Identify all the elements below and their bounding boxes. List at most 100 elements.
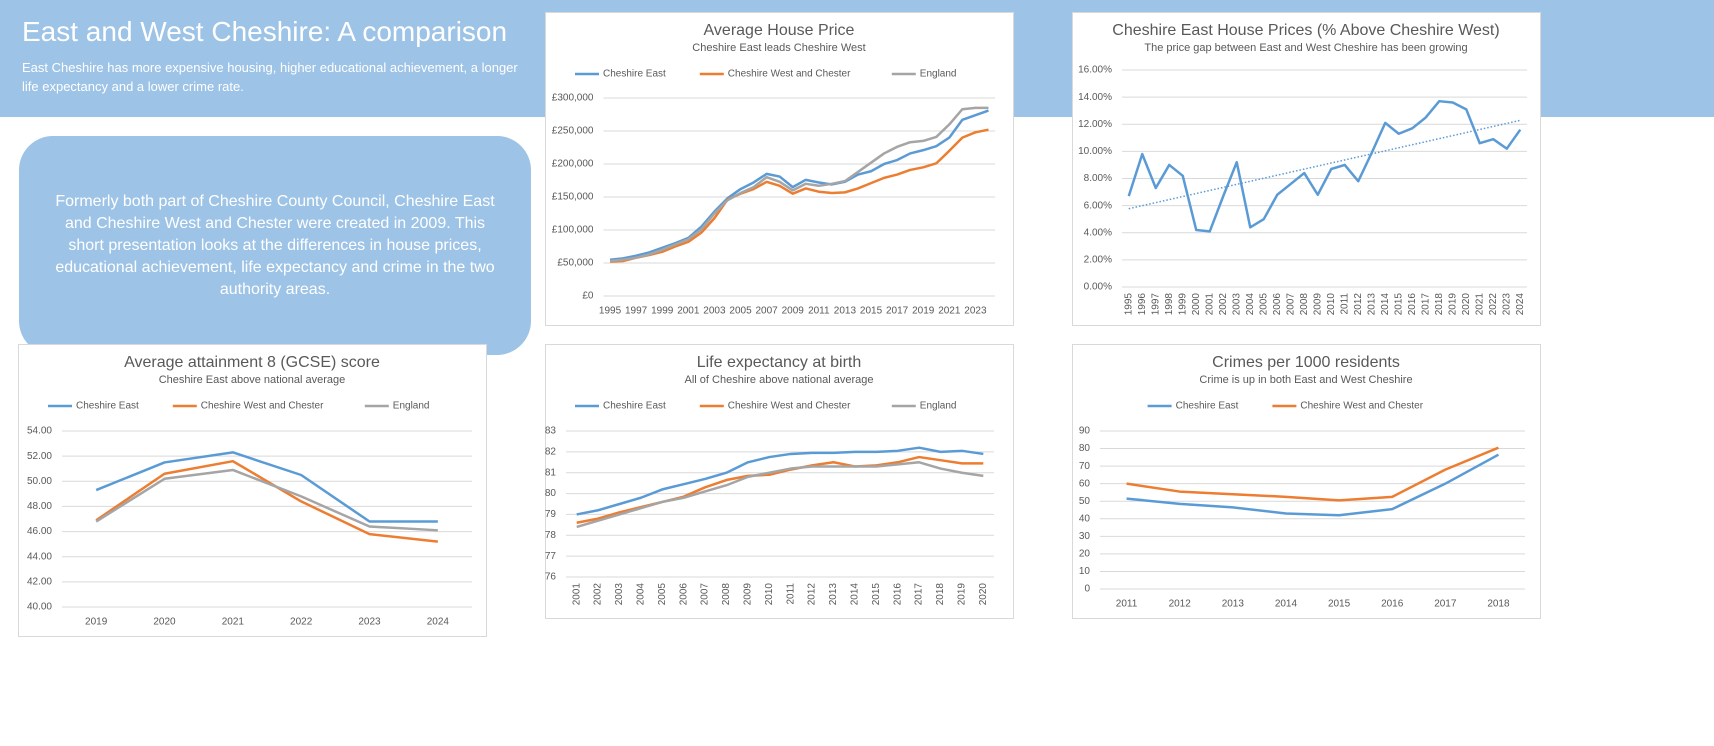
y-tick-label: 30 xyxy=(1079,531,1091,542)
x-tick-label: 1995 xyxy=(1123,293,1134,316)
x-tick-label: 2004 xyxy=(1245,293,1256,316)
x-tick-label: 1998 xyxy=(1164,293,1175,316)
x-tick-label: 1996 xyxy=(1137,293,1148,316)
y-tick-label: 10 xyxy=(1079,566,1091,577)
x-tick-label: 2010 xyxy=(764,583,775,606)
x-tick-label: 2015 xyxy=(1328,599,1351,610)
x-tick-label: 2018 xyxy=(1487,599,1510,610)
page-subtitle: East Cheshire has more expensive housing… xyxy=(22,60,518,94)
chart-subtitle: Cheshire East above national average xyxy=(159,374,346,386)
x-tick-label: 2010 xyxy=(1326,293,1337,316)
y-tick-label: 80 xyxy=(545,488,557,499)
y-tick-label: 60 xyxy=(1079,478,1091,489)
y-tick-label: 4.00% xyxy=(1084,227,1112,238)
data-line xyxy=(576,461,984,529)
y-tick-label: £100,000 xyxy=(552,225,594,236)
y-tick-label: 20 xyxy=(1079,549,1091,560)
y-tick-label: 82 xyxy=(545,446,557,457)
data-line xyxy=(609,128,989,263)
x-tick-label: 2019 xyxy=(912,306,935,317)
y-tick-label: £300,000 xyxy=(552,93,594,104)
x-tick-label: 2021 xyxy=(222,617,245,628)
chart-box xyxy=(18,344,487,637)
chart-subtitle: The price gap between East and West Ches… xyxy=(1144,42,1467,54)
x-tick-label: 2020 xyxy=(978,583,989,606)
y-tick-label: 40 xyxy=(1079,513,1091,524)
y-tick-label: 40.00 xyxy=(27,602,52,613)
x-tick-label: 2017 xyxy=(886,306,909,317)
legend-label: Cheshire West and Chester xyxy=(728,401,851,412)
x-tick-label: 2001 xyxy=(571,583,582,606)
y-tick-label: £0 xyxy=(582,291,594,302)
x-tick-label: 2013 xyxy=(1366,293,1377,316)
x-tick-label: 2005 xyxy=(729,306,752,317)
x-tick-label: 1999 xyxy=(1177,293,1188,316)
chart-title: Crimes per 1000 residents xyxy=(1212,354,1400,371)
chart-title: Life expectancy at birth xyxy=(697,354,862,371)
x-tick-label: 2023 xyxy=(1501,293,1512,316)
data-line xyxy=(95,468,438,532)
x-tick-label: 2013 xyxy=(1222,599,1245,610)
x-tick-label: 2018 xyxy=(935,583,946,606)
x-tick-label: 2012 xyxy=(1169,599,1192,610)
legend-label: England xyxy=(393,401,430,412)
x-tick-label: 2011 xyxy=(1339,293,1350,315)
y-tick-label: 70 xyxy=(1079,461,1091,472)
y-tick-label: 44.00 xyxy=(27,551,52,562)
x-tick-label: 2019 xyxy=(1447,293,1458,316)
x-tick-label: 2008 xyxy=(721,583,732,606)
x-tick-label: 2004 xyxy=(636,583,647,606)
legend-label: Cheshire East xyxy=(603,401,666,412)
x-tick-label: 2020 xyxy=(1461,293,1472,316)
x-tick-label: 2015 xyxy=(1393,293,1404,316)
x-tick-label: 2017 xyxy=(1420,293,1431,316)
data-line xyxy=(609,106,989,263)
data-line xyxy=(576,446,984,516)
x-tick-label: 2016 xyxy=(1381,599,1404,610)
x-tick-label: 2023 xyxy=(964,306,987,317)
x-tick-label: 2019 xyxy=(85,617,108,628)
x-tick-label: 2012 xyxy=(807,583,818,606)
x-tick-label: 1995 xyxy=(599,306,622,317)
x-tick-label: 2005 xyxy=(657,583,668,606)
x-tick-label: 1997 xyxy=(625,306,648,317)
x-tick-label: 2021 xyxy=(1474,293,1485,316)
x-tick-label: 2013 xyxy=(834,306,857,317)
x-tick-label: 2020 xyxy=(153,617,176,628)
data-line xyxy=(1126,453,1500,517)
x-tick-label: 2003 xyxy=(1231,293,1242,316)
x-tick-label: 2017 xyxy=(914,583,925,606)
x-tick-label: 2015 xyxy=(871,583,882,606)
y-tick-label: 46.00 xyxy=(27,526,52,537)
x-tick-label: 2007 xyxy=(700,583,711,606)
y-tick-label: 8.00% xyxy=(1084,173,1112,184)
x-tick-label: 2005 xyxy=(1258,293,1269,316)
x-tick-label: 2011 xyxy=(1116,599,1138,610)
chart-box xyxy=(545,344,1014,619)
chart-title: Average attainment 8 (GCSE) score xyxy=(124,354,380,371)
chart-box xyxy=(545,12,1014,326)
y-tick-label: £150,000 xyxy=(552,192,594,203)
x-tick-label: 2006 xyxy=(678,583,689,606)
y-tick-label: 79 xyxy=(545,509,557,520)
x-tick-label: 2024 xyxy=(1515,293,1526,316)
x-tick-label: 2003 xyxy=(614,583,625,606)
x-tick-label: 2014 xyxy=(1275,599,1298,610)
y-tick-label: 76 xyxy=(545,572,557,583)
x-tick-label: 2022 xyxy=(1488,293,1499,316)
intro-text: Formerly both part of Cheshire County Co… xyxy=(55,192,495,298)
x-tick-label: 2011 xyxy=(808,306,830,317)
y-tick-label: 16.00% xyxy=(1078,65,1112,76)
x-tick-label: 2016 xyxy=(1407,293,1418,316)
x-tick-label: 2015 xyxy=(860,306,883,317)
x-tick-label: 2021 xyxy=(938,306,961,317)
x-tick-label: 1997 xyxy=(1150,293,1161,316)
x-tick-label: 2014 xyxy=(1380,293,1391,316)
y-tick-label: 81 xyxy=(545,467,557,478)
data-line xyxy=(1127,99,1522,233)
y-tick-label: 42.00 xyxy=(27,576,52,587)
y-tick-label: 52.00 xyxy=(27,451,52,462)
x-tick-label: 2002 xyxy=(593,583,604,606)
